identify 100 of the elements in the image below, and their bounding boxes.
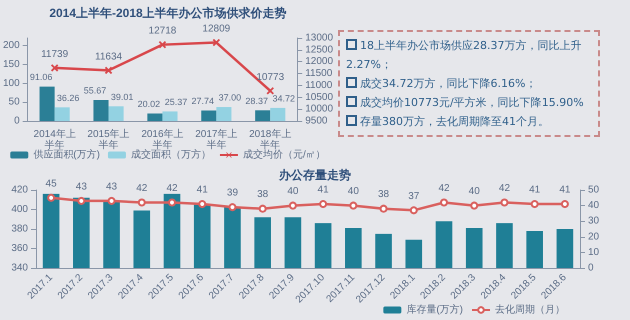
point [470,202,478,210]
bar [147,113,162,121]
text: 18上半年办公市场供应28.37万方，同比上升2.27%； [346,38,582,73]
data-label: 43 [76,181,88,192]
point [228,203,236,212]
chart-title: 办公存量走势 [278,168,351,182]
y-tick-label: 150 [2,58,20,70]
point [138,198,146,206]
point [500,198,508,206]
y-tick-label: 0 [14,116,20,126]
text: 存量380万方，去化周期降至41个月。 [359,114,550,130]
chart-title: 2014上半年-2018上半年办公市场供求价走势 [49,6,287,20]
point [47,194,56,202]
data-label: 41 [529,184,541,196]
bar [216,107,232,121]
data-label: 38 [257,189,269,200]
point [198,200,206,208]
data-label: 11739 [41,48,69,60]
data-label: 42 [438,182,450,194]
y-tick-label: 340 [11,262,28,274]
bar [255,110,270,121]
y2-tick-label: 30 [588,216,600,227]
data-label: 34.72 [272,93,296,104]
y2-tick-label: 10500 [305,92,334,103]
y2-tick-label: 12500 [305,44,334,56]
y2-tick-label: 10000 [305,104,334,115]
point [560,200,569,208]
data-label: 20.02 [138,98,160,109]
bar [162,111,178,121]
data-label: 45 [46,178,58,190]
bar [40,86,55,121]
data-label: 42 [136,182,148,194]
point [105,66,112,74]
y-tick-label: 100 [2,78,20,89]
data-label: 37 [408,190,420,202]
data-label: 25.37 [164,96,188,107]
point [266,87,274,94]
y-tick-label: 380 [11,224,28,234]
point [319,200,328,208]
legend-label: 成交面积（万方） [130,148,211,160]
y2-tick-label: 50 [588,184,600,196]
point [410,206,418,214]
point [108,196,116,205]
bar [201,110,216,121]
x-tick-label: 2016年上半年 [141,128,184,151]
y-tick-label: 400 [11,204,28,215]
text: 成交均价10773元/平方米，同比下降15.90% [359,95,585,111]
y2-tick-label: 12000 [305,56,334,68]
y2-tick-label: 9500 [305,116,328,126]
data-label: 55.67 [84,85,106,96]
point [212,39,220,46]
y2-tick-label: 20 [588,231,600,242]
y2-tick-label: 40 [588,200,600,212]
data-label: 40 [468,186,480,198]
x-tick-label: 2014年上半年 [34,128,76,151]
point [440,198,448,206]
data-label: 43 [106,181,118,192]
y2-tick-label: 0 [588,262,594,274]
data-label: 37.00 [218,92,242,103]
text: 成交34.72万方，同比下降6.16%； [359,76,538,92]
data-label: 12809 [202,24,231,35]
point [380,204,388,213]
data-label: 10773 [256,72,285,83]
y2-tick-label: 11500 [305,68,333,80]
y2-tick-label: 11000 [305,80,333,91]
y-tick-label: 50 [8,96,20,108]
bar [54,107,70,121]
y2-tick-label: 10 [588,246,600,258]
data-label: 42 [498,182,510,194]
x-tick-label: 2015年上半年 [87,128,130,151]
y-tick-label: 200 [2,40,20,52]
point [158,41,166,48]
x-tick-label: 2017年上半年 [195,128,238,151]
data-label: 39 [226,188,238,199]
data-label: 91.06 [30,72,52,82]
point [349,202,358,210]
point [168,198,176,206]
legend-label: 库存量(万方) [406,304,464,316]
data-label: 41 [559,184,571,196]
data-label: 28.37 [245,96,268,106]
data-label: 41 [318,184,330,196]
y-tick-label: 420 [11,184,28,196]
data-label: 41 [196,184,208,196]
x-tick-label: 2018年上半年 [249,128,292,151]
data-label: 39.01 [110,92,134,102]
point [530,200,539,208]
legend-label: 成交均价（元/㎡） [242,148,326,160]
point [51,64,58,72]
y-tick-label: 360 [11,243,28,254]
data-label: 12718 [148,26,177,37]
point [288,202,297,210]
data-label: 40 [348,186,360,198]
data-label: 38 [378,189,390,200]
bar [270,108,286,121]
point [258,204,267,213]
bar [93,100,109,121]
data-label: 42 [166,182,178,194]
legend-label: 供应面积(万方) [33,148,100,160]
y2-tick-label: 13000 [305,32,334,44]
data-label: 40 [287,186,299,198]
